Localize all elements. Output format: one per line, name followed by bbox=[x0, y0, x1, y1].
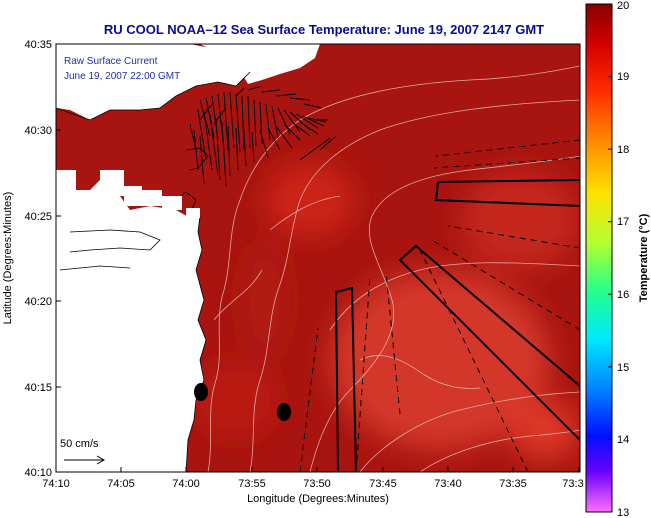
colorbar-tick-label: 15 bbox=[617, 362, 629, 374]
colorbar-tick-label: 17 bbox=[617, 216, 629, 228]
x-tick-label: 73:50 bbox=[303, 478, 331, 490]
colorbar-tick-label: 20 bbox=[617, 0, 629, 12]
scale-label: 50 cm/s bbox=[60, 438, 99, 450]
y-tick-label: 40:30 bbox=[24, 125, 52, 137]
y-tick-label: 40:20 bbox=[24, 296, 52, 308]
x-axis-label: Longitude (Degrees:Minutes) bbox=[247, 493, 389, 505]
map-frame bbox=[55, 43, 581, 473]
x-tick-labels: 74:10 74:05 74:00 73:55 73:50 73:45 73:4… bbox=[42, 478, 583, 490]
sst-variations bbox=[190, 162, 580, 460]
colorbar-tick-label: 13 bbox=[617, 507, 629, 518]
map-plot-area: Raw Surface Current June 19, 2007 22:00 … bbox=[56, 44, 580, 472]
transect-boxes bbox=[334, 179, 580, 472]
scale-background bbox=[56, 432, 126, 472]
y-axis-label: Latitude (Degrees:Minutes) bbox=[2, 192, 14, 325]
y-tick-label: 40:10 bbox=[24, 467, 52, 479]
y-tick-label: 40:35 bbox=[24, 39, 52, 51]
land bbox=[56, 44, 320, 472]
colorbar-gradient bbox=[585, 3, 613, 513]
y-tick-labels: 40:35 40:30 40:25 40:20 40:15 40:10 bbox=[24, 39, 52, 479]
cloud-mask-cells bbox=[56, 86, 200, 218]
surface-current-vectors bbox=[189, 85, 337, 187]
temperature-colorbar: 20 19 18 17 16 15 14 13 Temperature (°C) bbox=[585, 0, 650, 518]
x-tick-label: 73:40 bbox=[434, 478, 462, 490]
colorbar-ticks bbox=[608, 3, 612, 513]
colorbar-tick-label: 16 bbox=[617, 289, 629, 301]
x-tick-label: 74:05 bbox=[107, 478, 135, 490]
colorbar-label: Temperature (°C) bbox=[638, 213, 650, 302]
y-tick-label: 40:15 bbox=[24, 382, 52, 394]
transect-box-east bbox=[398, 244, 580, 441]
y-tick-label: 40:25 bbox=[24, 211, 52, 223]
x-tick-label: 73:45 bbox=[369, 478, 397, 490]
map-title: RU COOL NOAA–12 Sea Surface Temperature:… bbox=[104, 22, 544, 37]
axis-tick-marks bbox=[55, 43, 580, 473]
transect-box-south bbox=[334, 286, 357, 472]
x-tick-label: 73:3 bbox=[562, 478, 583, 490]
scale-arrow bbox=[64, 455, 106, 465]
colorbar-tick-label: 18 bbox=[617, 144, 629, 156]
colorbar-tick-label: 14 bbox=[617, 434, 629, 446]
legend-current-label: Raw Surface Current bbox=[64, 56, 158, 67]
legend-current-time: June 19, 2007 22:00 GMT bbox=[64, 71, 180, 82]
station-marker-2 bbox=[277, 403, 291, 421]
x-tick-label: 74:00 bbox=[172, 478, 200, 490]
transect-dashed-lines bbox=[299, 139, 580, 472]
station-marker-1 bbox=[194, 383, 208, 401]
transect-box-north bbox=[434, 179, 580, 207]
coastline bbox=[56, 71, 251, 472]
isobath-contours bbox=[207, 65, 580, 472]
x-tick-label: 74:10 bbox=[42, 478, 70, 490]
colorbar-tick-label: 19 bbox=[617, 71, 629, 83]
x-tick-label: 73:35 bbox=[499, 478, 527, 490]
x-tick-label: 73:55 bbox=[238, 478, 266, 490]
